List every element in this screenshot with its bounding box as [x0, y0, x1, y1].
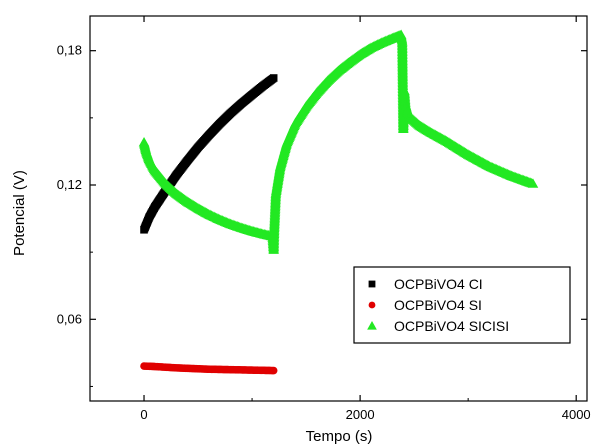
legend-entry: OCPBiVO4 SI: [394, 297, 482, 313]
legend-box: [353, 266, 571, 344]
plot-frame: [89, 15, 588, 402]
x-axis-title: Tempo (s): [306, 428, 373, 445]
y-axis-title: Potencial (V): [11, 170, 28, 256]
legend-marker: [368, 301, 376, 309]
x-tick-label: 0: [140, 407, 147, 422]
axes: 0 2000 4000 0,06 0,12 0,18: [57, 15, 591, 422]
x-tick-label: 4000: [562, 407, 591, 422]
legend: OCPBiVO4 CI OCPBiVO4 SI OCPBiVO4 SICISI: [353, 266, 571, 344]
data-point: [269, 366, 278, 375]
y-tick-label: 0,12: [57, 177, 82, 192]
series-2: [140, 362, 278, 375]
x-tick-label: 2000: [346, 407, 375, 422]
legend-entry: OCPBiVO4 CI: [394, 276, 483, 292]
legend-marker: [368, 280, 376, 288]
series-3: [138, 29, 539, 254]
y-tick-label: 0,18: [57, 43, 82, 58]
data-point: [527, 178, 539, 188]
y-tick-label: 0,06: [57, 311, 82, 326]
plot-area: [138, 29, 539, 375]
legend-entry: OCPBiVO4 SICISI: [394, 318, 509, 334]
data-point: [269, 74, 278, 82]
legend-marker: [367, 320, 377, 330]
